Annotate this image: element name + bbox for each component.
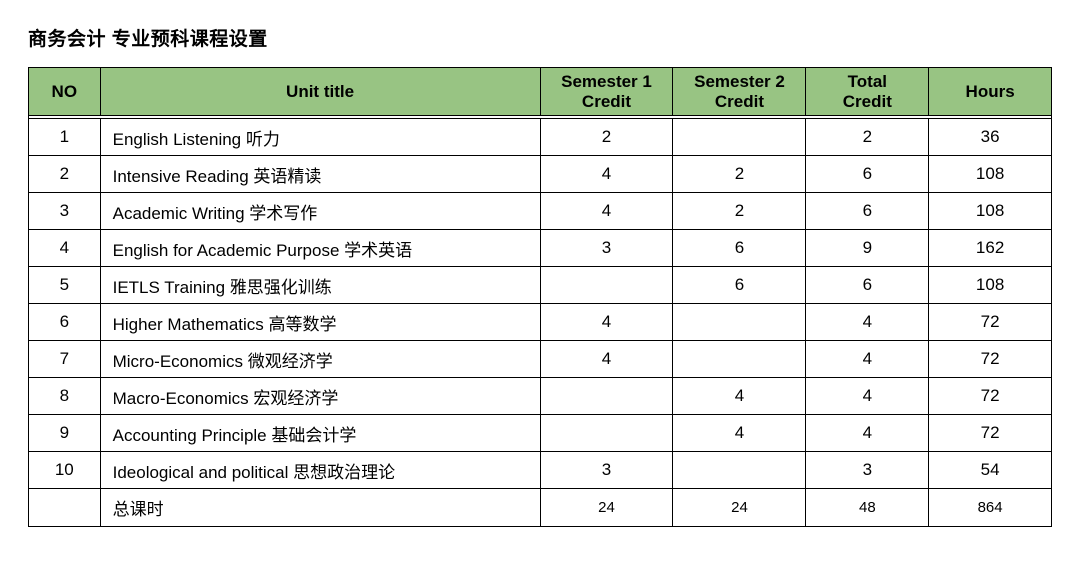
table-row: 7Micro-Economics 微观经济学4472 [29,341,1052,378]
table-header-row: NO Unit title Semester 1Credit Semester … [29,68,1052,116]
cell-title: Ideological and political 思想政治理论 [100,452,540,489]
cell-total: 9 [806,230,929,267]
cell-no: 7 [29,341,101,378]
cell-hours: 72 [929,378,1052,415]
cell-hours: 36 [929,119,1052,156]
table-row: 4English for Academic Purpose 学术英语369162 [29,230,1052,267]
cell-title: English Listening 听力 [100,119,540,156]
th-tot: TotalCredit [806,68,929,116]
cell-s1: 2 [540,119,673,156]
cell-no: 8 [29,378,101,415]
cell-s2: 24 [673,489,806,527]
cell-s2 [673,452,806,489]
th-no: NO [29,68,101,116]
cell-s1 [540,267,673,304]
cell-no: 5 [29,267,101,304]
table-row: 8Macro-Economics 宏观经济学4472 [29,378,1052,415]
cell-s1: 24 [540,489,673,527]
table-row: 3 Academic Writing 学术写作426108 [29,193,1052,230]
cell-no [29,489,101,527]
cell-s2: 4 [673,378,806,415]
cell-total: 4 [806,415,929,452]
cell-hours: 108 [929,267,1052,304]
page-title: 商务会计 专业预科课程设置 [28,24,1052,51]
cell-s2: 6 [673,267,806,304]
cell-no: 1 [29,119,101,156]
cell-hours: 108 [929,193,1052,230]
cell-total: 6 [806,156,929,193]
table-row: 5IETLS Training 雅思强化训练66108 [29,267,1052,304]
cell-hours: 72 [929,341,1052,378]
cell-hours: 864 [929,489,1052,527]
cell-no: 6 [29,304,101,341]
cell-s2 [673,341,806,378]
cell-no: 10 [29,452,101,489]
cell-s2 [673,119,806,156]
table-row: 6Higher Mathematics 高等数学4472 [29,304,1052,341]
cell-s2: 4 [673,415,806,452]
table-row: 2 Intensive Reading 英语精读426108 [29,156,1052,193]
cell-total: 6 [806,267,929,304]
cell-title: Macro-Economics 宏观经济学 [100,378,540,415]
cell-total: 48 [806,489,929,527]
cell-s1: 3 [540,230,673,267]
cell-no: 2 [29,156,101,193]
cell-s1: 3 [540,452,673,489]
cell-s2: 2 [673,193,806,230]
cell-s1 [540,378,673,415]
cell-s1: 4 [540,193,673,230]
cell-total: 4 [806,378,929,415]
cell-hours: 162 [929,230,1052,267]
cell-hours: 72 [929,415,1052,452]
cell-title: Accounting Principle 基础会计学 [100,415,540,452]
table-body: 1 English Listening 听力22362 Intensive Re… [29,116,1052,527]
cell-total: 3 [806,452,929,489]
cell-hours: 54 [929,452,1052,489]
th-hrs: Hours [929,68,1052,116]
cell-s2: 2 [673,156,806,193]
cell-total: 4 [806,341,929,378]
cell-no: 3 [29,193,101,230]
cell-title: Academic Writing 学术写作 [100,193,540,230]
table-summary-row: 总课时242448864 [29,489,1052,527]
cell-title: English for Academic Purpose 学术英语 [100,230,540,267]
cell-s1: 4 [540,156,673,193]
th-s1: Semester 1Credit [540,68,673,116]
cell-hours: 72 [929,304,1052,341]
cell-title: Higher Mathematics 高等数学 [100,304,540,341]
cell-title: Intensive Reading 英语精读 [100,156,540,193]
th-title: Unit title [100,68,540,116]
cell-s1 [540,415,673,452]
cell-title: IETLS Training 雅思强化训练 [100,267,540,304]
cell-s2: 6 [673,230,806,267]
cell-s2 [673,304,806,341]
cell-s1: 4 [540,341,673,378]
cell-s1: 4 [540,304,673,341]
table-row: 9 Accounting Principle 基础会计学4472 [29,415,1052,452]
cell-title: 总课时 [100,489,540,527]
cell-total: 2 [806,119,929,156]
cell-title: Micro-Economics 微观经济学 [100,341,540,378]
cell-no: 4 [29,230,101,267]
cell-no: 9 [29,415,101,452]
table-row: 10 Ideological and political 思想政治理论3354 [29,452,1052,489]
cell-total: 4 [806,304,929,341]
th-s2: Semester 2Credit [673,68,806,116]
cell-hours: 108 [929,156,1052,193]
table-row: 1 English Listening 听力2236 [29,119,1052,156]
cell-total: 6 [806,193,929,230]
curriculum-table: NO Unit title Semester 1Credit Semester … [28,67,1052,527]
